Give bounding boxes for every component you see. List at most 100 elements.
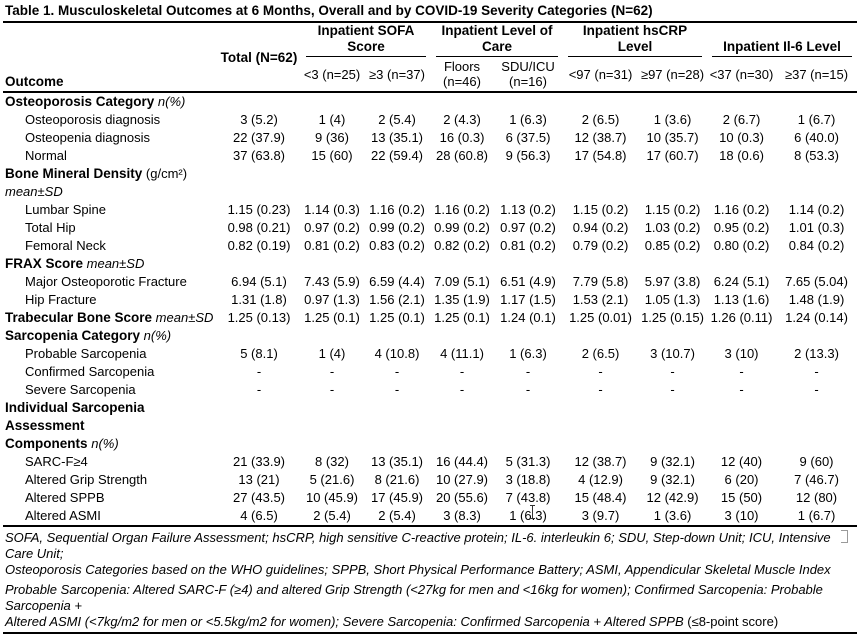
cell: 1.25 (0.01)	[569, 310, 632, 325]
group-header-sofa: Inpatient SOFA Score	[301, 23, 431, 57]
cell: 0.81 (0.2)	[304, 238, 360, 253]
footnote-line: Altered ASMI (<7kg/m2 for men or <5.5kg/…	[5, 614, 779, 629]
cell: 3 (10)	[724, 346, 759, 361]
cell: 7 (43.8)	[505, 490, 551, 505]
row-label: Hip Fracture	[25, 292, 97, 307]
cell: 1.35 (1.9)	[434, 292, 490, 307]
cursor-artifact-icon	[841, 530, 848, 543]
column-header-hscrp-ge97: ≥97 (n=28)	[638, 57, 708, 93]
table-row: Osteoporosis diagnosis 3 (5.2) 1 (4) 2 (5.4…	[3, 111, 857, 129]
cell: 1 (6.3)	[509, 346, 547, 361]
cell	[776, 399, 857, 453]
cell: 1 (4)	[318, 112, 346, 127]
cell: 9 (32.1)	[650, 472, 695, 487]
cell: -	[329, 364, 335, 379]
cell: 1.24 (0.1)	[500, 310, 556, 325]
row-label: Bone Mineral Density (g/cm²) mean±SD	[5, 166, 188, 199]
cell: 7.43 (5.9)	[304, 274, 360, 289]
cell	[301, 255, 363, 273]
cell	[301, 165, 363, 201]
cell: 1.53 (2.1)	[572, 292, 629, 307]
cell: 12 (40)	[720, 454, 763, 469]
table-row: Osteoporosis Category n(%)	[3, 92, 857, 111]
row-label: Normal	[25, 148, 67, 163]
group-header-il6-label: Inpatient Il-6 Level	[712, 39, 853, 57]
cell: 1.16 (0.2)	[713, 202, 770, 217]
cell	[217, 399, 301, 453]
cell: 0.94 (0.2)	[572, 220, 629, 235]
cell: -	[814, 364, 819, 379]
cell: -	[525, 364, 531, 379]
cell: 0.79 (0.2)	[572, 238, 629, 253]
cell: 1 (6.3)	[509, 112, 547, 127]
table-row: Confirmed Sarcopenia - - - - - - - - -	[3, 363, 857, 381]
cell: 16 (44.4)	[435, 454, 489, 469]
cell	[638, 92, 707, 111]
cell: 1 (6.3)	[493, 507, 564, 527]
table-row: Major Osteoporotic Fracture 6.94 (5.1) 7.4…	[3, 273, 857, 291]
cell: 15 (48.4)	[574, 490, 627, 505]
sub-header-row: <3 (n=25) ≥3 (n=37) Floors (n=46) SDU/IC…	[3, 57, 858, 93]
cell	[493, 165, 563, 201]
cell: -	[459, 382, 465, 397]
cell: 1.13 (1.6)	[713, 292, 770, 307]
cell: 5 (21.6)	[309, 472, 355, 487]
table-row: Femoral Neck 0.82 (0.19) 0.81 (0.2) 0.83 (0…	[3, 237, 857, 255]
cell: 0.99 (0.2)	[434, 220, 490, 235]
cell	[431, 327, 493, 345]
cell: 0.98 (0.21)	[227, 220, 291, 235]
cell	[776, 255, 857, 273]
row-label: Osteoporosis Category n(%)	[5, 94, 186, 109]
cell: 1.05 (1.3)	[644, 292, 701, 307]
row-label: Total Hip	[25, 220, 76, 235]
row-label: Trabecular Bone Score mean±SD	[5, 310, 214, 325]
cell: -	[670, 364, 675, 379]
row-label: Probable Sarcopenia	[25, 346, 147, 361]
group-header-row: Outcome Total (N=62) Inpatient SOFA Scor…	[3, 23, 857, 93]
cell: 0.84 (0.2)	[788, 238, 845, 253]
footnote-line: Osteoporosis Categories based on the WHO…	[5, 562, 831, 577]
cell: 4 (6.5)	[217, 507, 301, 527]
cell: 1.15 (0.2)	[572, 202, 629, 217]
table-header: Outcome Total (N=62) Inpatient SOFA Scor…	[3, 23, 858, 93]
cell	[363, 165, 431, 201]
row-label: Osteopenia diagnosis	[25, 130, 151, 145]
cell	[431, 165, 493, 201]
cell: 0.82 (0.19)	[227, 238, 291, 253]
cell: 12 (38.7)	[574, 454, 627, 469]
cell	[431, 92, 493, 111]
cell: -	[525, 382, 531, 397]
cell: 4 (10.8)	[374, 346, 420, 361]
cell: 8 (21.6)	[374, 472, 420, 487]
row-label: Individual Sarcopenia Assessment Componen…	[5, 400, 145, 451]
cell: 1.17 (1.5)	[500, 292, 556, 307]
cell: 2 (5.4)	[363, 507, 431, 527]
column-header-floors: Floors (n=46)	[431, 57, 493, 93]
cell: 0.97 (1.3)	[304, 292, 360, 307]
cell: 6 (20)	[724, 472, 759, 487]
cell: 3 (18.8)	[505, 472, 551, 487]
cell	[563, 165, 638, 201]
row-label: Altered Grip Strength	[25, 472, 148, 487]
cell	[563, 399, 638, 453]
cell	[776, 92, 857, 111]
column-header-total: Total (N=62)	[217, 23, 301, 93]
cell: 9 (56.3)	[505, 148, 551, 163]
cell: 0.97 (0.2)	[304, 220, 360, 235]
row-label: Altered ASMI	[3, 507, 217, 527]
cell: 6.51 (4.9)	[500, 274, 556, 289]
cell: 2 (5.4)	[378, 112, 416, 127]
cell	[563, 92, 638, 111]
cell	[707, 255, 776, 273]
cell	[217, 165, 301, 201]
footnotes: SOFA, Sequential Organ Failure Assessmen…	[3, 527, 857, 634]
cell: 1.16 (0.2)	[434, 202, 490, 217]
cell: 17 (60.7)	[646, 148, 699, 163]
cell	[431, 399, 493, 453]
row-label: FRAX Score mean±SD	[5, 256, 145, 271]
cell: -	[670, 382, 675, 397]
cell: 6.94 (5.1)	[231, 274, 287, 289]
cell: 5 (31.3)	[505, 454, 551, 469]
cell: 1.15 (0.23)	[227, 202, 291, 217]
cell	[301, 92, 363, 111]
